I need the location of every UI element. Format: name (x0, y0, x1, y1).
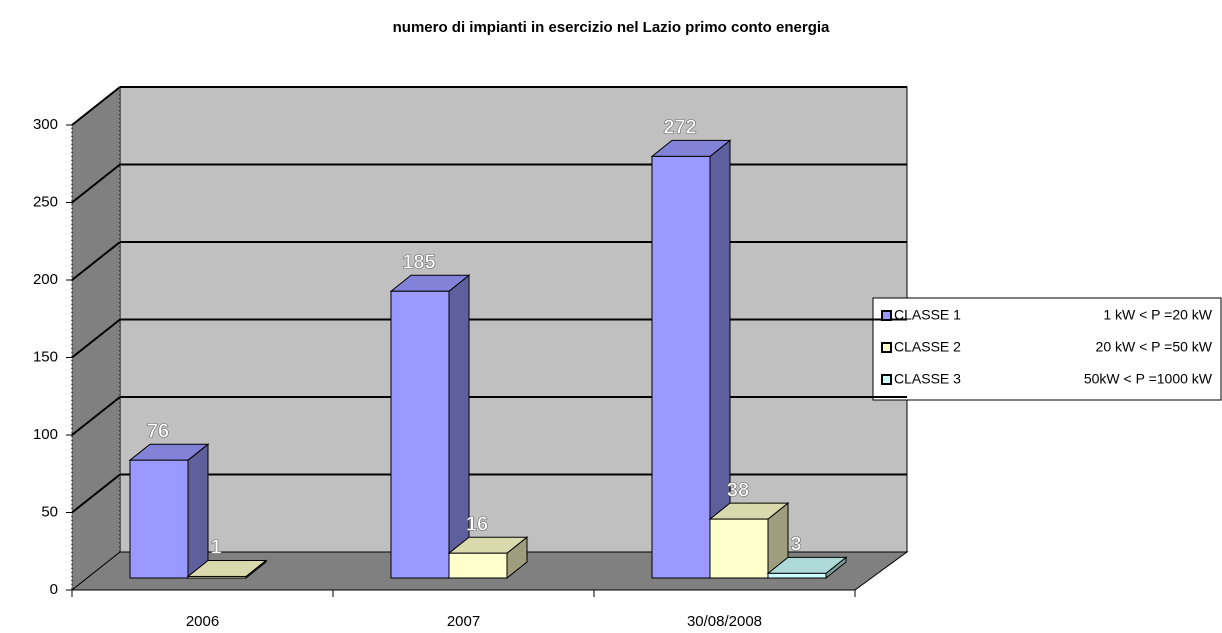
data-label: 16 (466, 513, 488, 535)
bar (187, 575, 247, 579)
bar (448, 552, 508, 579)
chart-title: numero di impianti in esercizio nel Lazi… (393, 19, 830, 36)
bar (390, 290, 450, 579)
bar (129, 459, 189, 579)
grid-line (71, 241, 121, 281)
y-tick-label: 200 (33, 271, 58, 288)
x-tick-label: 2006 (186, 613, 219, 630)
grid-line (71, 163, 121, 204)
y-tick-label: 0 (50, 581, 58, 598)
legend-swatch (881, 342, 892, 353)
bar (767, 572, 827, 579)
x-tick-label: 30/08/2008 (687, 613, 762, 630)
legend-swatch (881, 374, 892, 385)
legend-label: CLASSE 1 (894, 307, 961, 323)
data-label: 3 (790, 534, 801, 556)
data-label: 1 (210, 537, 221, 559)
x-tick-label: 2007 (447, 613, 480, 630)
y-tick-label: 50 (41, 503, 58, 520)
legend-label: CLASSE 2 (894, 339, 961, 355)
y-tick-label: 300 (33, 116, 58, 133)
legend-description: 20 kW < P =50 kW (1096, 339, 1213, 355)
grid-line (71, 473, 121, 514)
legend-label: CLASSE 3 (894, 371, 961, 387)
y-tick-label: 250 (33, 193, 58, 210)
y-tick-label: 100 (33, 426, 58, 443)
grid-line (71, 318, 121, 359)
legend-swatch (881, 310, 892, 321)
legend-description: 1 kW < P =20 kW (1103, 307, 1212, 323)
y-tick-label: 150 (33, 348, 58, 365)
data-label: 38 (727, 479, 749, 501)
bar (709, 518, 769, 579)
data-label: 76 (147, 420, 169, 442)
legend (872, 297, 1222, 401)
grid-line (71, 86, 121, 126)
bar-side (187, 443, 209, 580)
bar (651, 155, 711, 579)
legend-description: 50kW < P =1000 kW (1084, 371, 1213, 387)
data-label: 185 (402, 252, 435, 274)
data-label: 272 (663, 117, 696, 139)
grid-line (71, 396, 121, 436)
